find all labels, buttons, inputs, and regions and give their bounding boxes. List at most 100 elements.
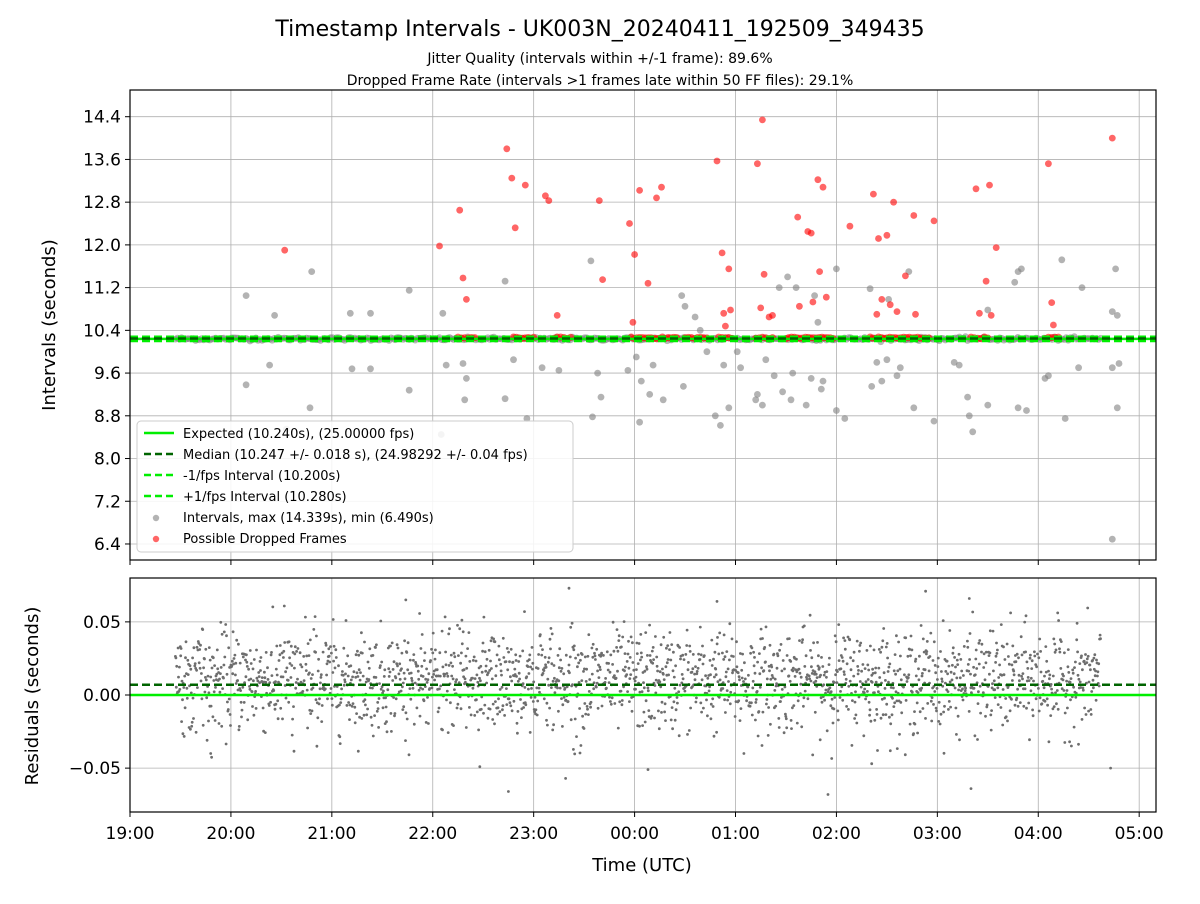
residual-point	[951, 646, 955, 650]
residual-point	[634, 687, 637, 691]
residual-point	[646, 654, 649, 657]
interval-point	[636, 418, 643, 426]
residual-point	[1094, 698, 1098, 702]
residual-point	[974, 657, 978, 661]
x-tick-label: 03:00	[913, 824, 962, 844]
residual-point	[1073, 666, 1076, 669]
residual-point	[666, 644, 670, 647]
dropped-frame-point	[508, 174, 516, 182]
residual-point	[512, 699, 516, 703]
residual-point	[322, 685, 325, 689]
interval-point	[784, 273, 791, 281]
residual-point	[290, 664, 294, 667]
residual-point	[343, 680, 347, 684]
residual-point	[179, 647, 183, 650]
residual-point	[545, 718, 548, 722]
residual-point	[245, 660, 249, 664]
residual-point	[1062, 674, 1065, 678]
residual-point	[772, 652, 776, 656]
residual-point	[551, 728, 555, 732]
residual-point	[218, 690, 222, 694]
residual-point	[701, 662, 705, 666]
dropped-frame-point	[542, 192, 549, 200]
residual-point	[673, 686, 677, 690]
residual-point	[741, 652, 744, 656]
interval-point	[965, 412, 973, 420]
residual-point	[391, 668, 395, 671]
residual-point	[481, 649, 484, 653]
residual-point	[820, 656, 823, 659]
residual-point	[451, 677, 455, 681]
residual-point	[647, 715, 651, 718]
residual-point	[1025, 660, 1029, 664]
residual-point	[646, 686, 650, 690]
residual-point	[1094, 669, 1097, 673]
residual-point	[576, 653, 580, 657]
residual-point	[239, 700, 243, 704]
residual-point	[825, 675, 828, 679]
dropped-frame-point	[1050, 321, 1057, 329]
residual-point	[308, 671, 311, 675]
interval-point	[930, 417, 938, 425]
residual-point	[363, 698, 367, 702]
residual-point	[355, 671, 359, 675]
residual-point	[781, 659, 785, 662]
residual-point	[816, 641, 819, 644]
residual-point	[1099, 637, 1102, 641]
residual-point	[723, 698, 726, 702]
residual-point	[424, 721, 428, 724]
residual-point	[383, 668, 387, 672]
interval-point	[501, 395, 509, 403]
residual-point	[620, 699, 624, 702]
interval-point	[587, 257, 595, 265]
residual-point	[602, 654, 605, 657]
residual-point	[437, 706, 441, 710]
interval-point	[789, 369, 797, 377]
residual-point	[277, 659, 281, 662]
residual-point	[908, 648, 912, 651]
interval-point	[725, 404, 733, 412]
residual-point	[527, 687, 530, 691]
residual-point	[460, 642, 464, 646]
residual-point	[1033, 650, 1036, 654]
residual-point	[507, 697, 511, 701]
residual-point	[315, 744, 319, 748]
residual-point	[930, 696, 934, 699]
residual-point	[761, 710, 765, 714]
dropped-frame-point	[912, 310, 919, 318]
dropped-frame-point	[890, 198, 897, 206]
residual-point	[296, 647, 300, 650]
residual-point	[699, 653, 703, 657]
residual-point	[918, 654, 921, 658]
residual-point	[968, 658, 971, 661]
residual-point	[869, 644, 872, 648]
dropped-frame-point	[720, 309, 728, 317]
residual-point	[508, 701, 512, 705]
residual-point	[545, 701, 549, 705]
residual-point	[699, 701, 703, 705]
residuals-x-ticks: 19:00 20:00 21:00 22:00 23:00 00:00 01:00 02:00…	[106, 812, 1164, 844]
residual-point	[292, 749, 296, 753]
residual-point	[237, 642, 240, 646]
residual-point	[879, 650, 882, 654]
dropped-frame-point	[653, 194, 660, 202]
residual-point	[653, 684, 657, 687]
residual-point	[765, 702, 768, 706]
dropped-frame-point	[722, 322, 729, 330]
residual-point	[609, 700, 612, 703]
residual-point	[663, 702, 667, 706]
residual-point	[209, 752, 213, 755]
chart-subtitle-jitter: Jitter Quality (intervals within +/-1 fr…	[426, 51, 772, 67]
residual-point	[1011, 644, 1015, 648]
residual-point	[726, 667, 730, 671]
residual-point	[635, 668, 638, 671]
residual-point	[556, 654, 560, 657]
residual-point	[940, 677, 944, 681]
residual-point	[949, 670, 953, 674]
residual-point	[795, 721, 799, 725]
residual-point	[227, 646, 231, 650]
residual-point	[396, 646, 400, 650]
residual-point	[356, 675, 360, 678]
residual-point	[914, 659, 917, 663]
residual-point	[802, 624, 806, 628]
